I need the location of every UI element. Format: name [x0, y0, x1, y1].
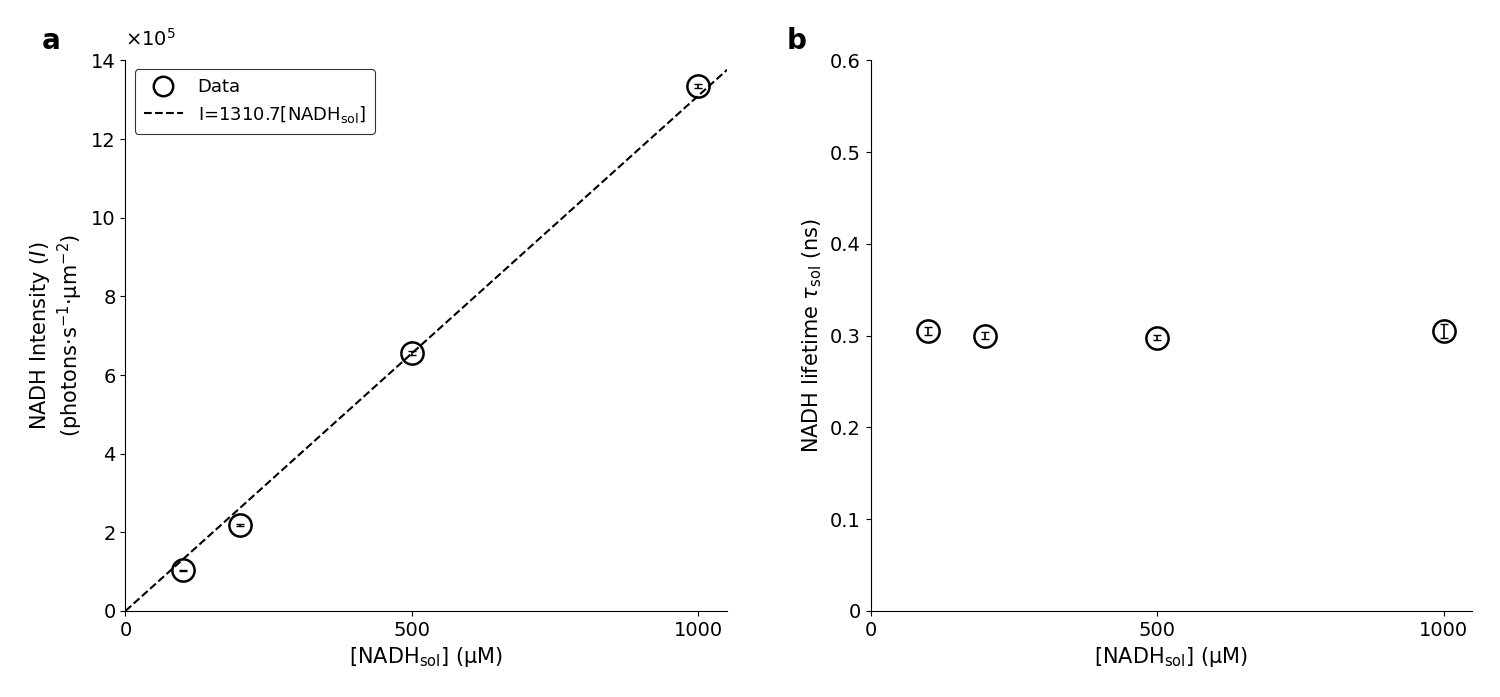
Y-axis label: NADH Intensity ($I$)
(photons·s$^{-1}$·μm$^{-2}$): NADH Intensity ($I$) (photons·s$^{-1}$·μ…	[28, 234, 86, 437]
Legend: Data, I=1310.7[NADH$_\mathrm{sol}$]: Data, I=1310.7[NADH$_\mathrm{sol}$]	[135, 70, 375, 134]
X-axis label: [NADH$_\mathrm{sol}$] (μM): [NADH$_\mathrm{sol}$] (μM)	[1095, 645, 1248, 669]
Text: a: a	[42, 27, 60, 55]
Y-axis label: NADH lifetime $\tau_\mathrm{sol}$ (ns): NADH lifetime $\tau_\mathrm{sol}$ (ns)	[801, 218, 825, 453]
Text: b: b	[786, 27, 806, 55]
X-axis label: [NADH$_\mathrm{sol}$] (μM): [NADH$_\mathrm{sol}$] (μM)	[350, 645, 502, 669]
Text: $\times10^5$: $\times10^5$	[126, 27, 177, 49]
